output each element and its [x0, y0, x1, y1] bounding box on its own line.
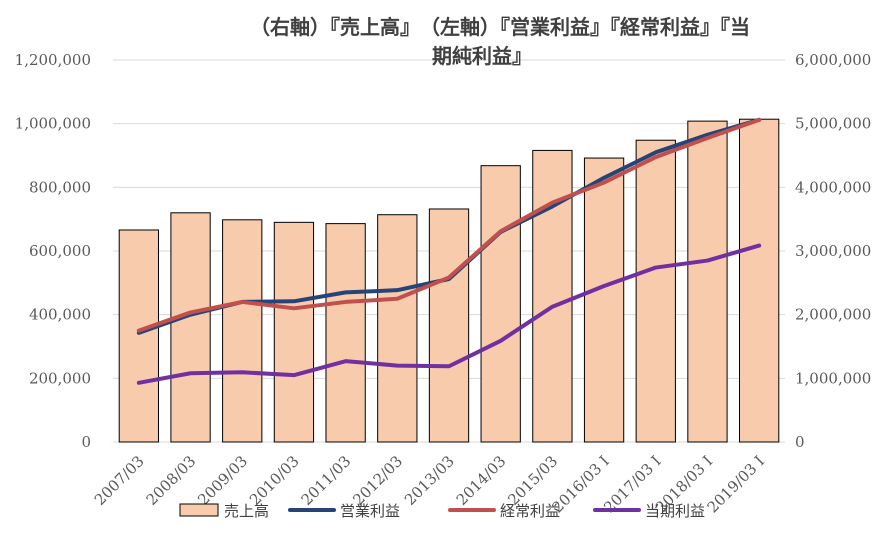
right-axis-tick-label: 1,000,000	[795, 369, 871, 387]
bar-sales	[222, 219, 263, 443]
bar-series-sales	[118, 118, 780, 443]
left-axis-tick-label: 600,000	[29, 242, 91, 260]
x-axis-tick-label: 2008/03	[143, 452, 200, 509]
x-axis-tick-label: 2012/03	[349, 452, 406, 509]
bar-sales	[377, 214, 418, 443]
line-series-2	[136, 117, 762, 333]
bar-sales	[687, 120, 728, 443]
bar-sales	[635, 139, 676, 443]
bar-sales	[273, 221, 315, 443]
right-axis-tick-label: 0	[795, 433, 805, 451]
legend-label: 当期利益	[645, 502, 705, 520]
x-axis-tick-label: 2010/03	[246, 452, 303, 509]
chart-title-line1: （右軸）『売上高』 （左軸）『営業利益』『経常利益』『当	[250, 15, 750, 39]
bar-sales	[170, 212, 211, 443]
right-axis-tick-label: 2,000,000	[795, 306, 871, 324]
right-axis-tick-label: 4,000,000	[795, 178, 871, 196]
bar-sales	[739, 118, 780, 443]
chart-title-line2: 期純利益』	[432, 44, 532, 68]
legend-label: 経常利益	[500, 502, 560, 520]
legend-swatch-sales	[179, 503, 219, 517]
right-axis-tick-label: 3,000,000	[795, 242, 871, 260]
x-axis-tick-label: 2019/03 I	[704, 452, 768, 516]
x-axis-tick-label: 2014/03	[453, 452, 510, 509]
right-axis-tick-label: 5,000,000	[795, 115, 871, 133]
x-axis-tick-label: 2011/03	[298, 452, 355, 509]
line-series-3	[136, 243, 762, 385]
x-axis-tick-label: 2013/03	[401, 452, 458, 509]
left-axis-tick-label: 800,000	[29, 178, 91, 196]
legend-label: 売上高	[224, 502, 269, 520]
bar-sales	[532, 149, 573, 443]
x-axis-tick-label: 2009/03	[194, 452, 251, 509]
left-axis-tick-label: 0	[81, 433, 91, 451]
bar-sales	[583, 157, 625, 443]
right-axis-tick-label: 6,000,000	[795, 51, 871, 69]
bar-sales	[325, 223, 366, 443]
left-axis-tick-label: 1,200,000	[15, 51, 91, 69]
bar-sales	[118, 229, 159, 443]
left-axis-tick-label: 400,000	[29, 306, 91, 324]
x-axis-tick-label: 2007/03	[91, 452, 148, 509]
bar-sales	[428, 208, 470, 443]
line-series-group	[136, 117, 762, 385]
legend: 売上高 営業利益 経常利益 当期利益	[179, 502, 705, 520]
left-axis-tick-label: 1,000,000	[15, 115, 91, 133]
left-axis-tick-label: 200,000	[29, 369, 91, 387]
bar-sales	[480, 165, 521, 443]
legend-label: 営業利益	[340, 502, 400, 520]
